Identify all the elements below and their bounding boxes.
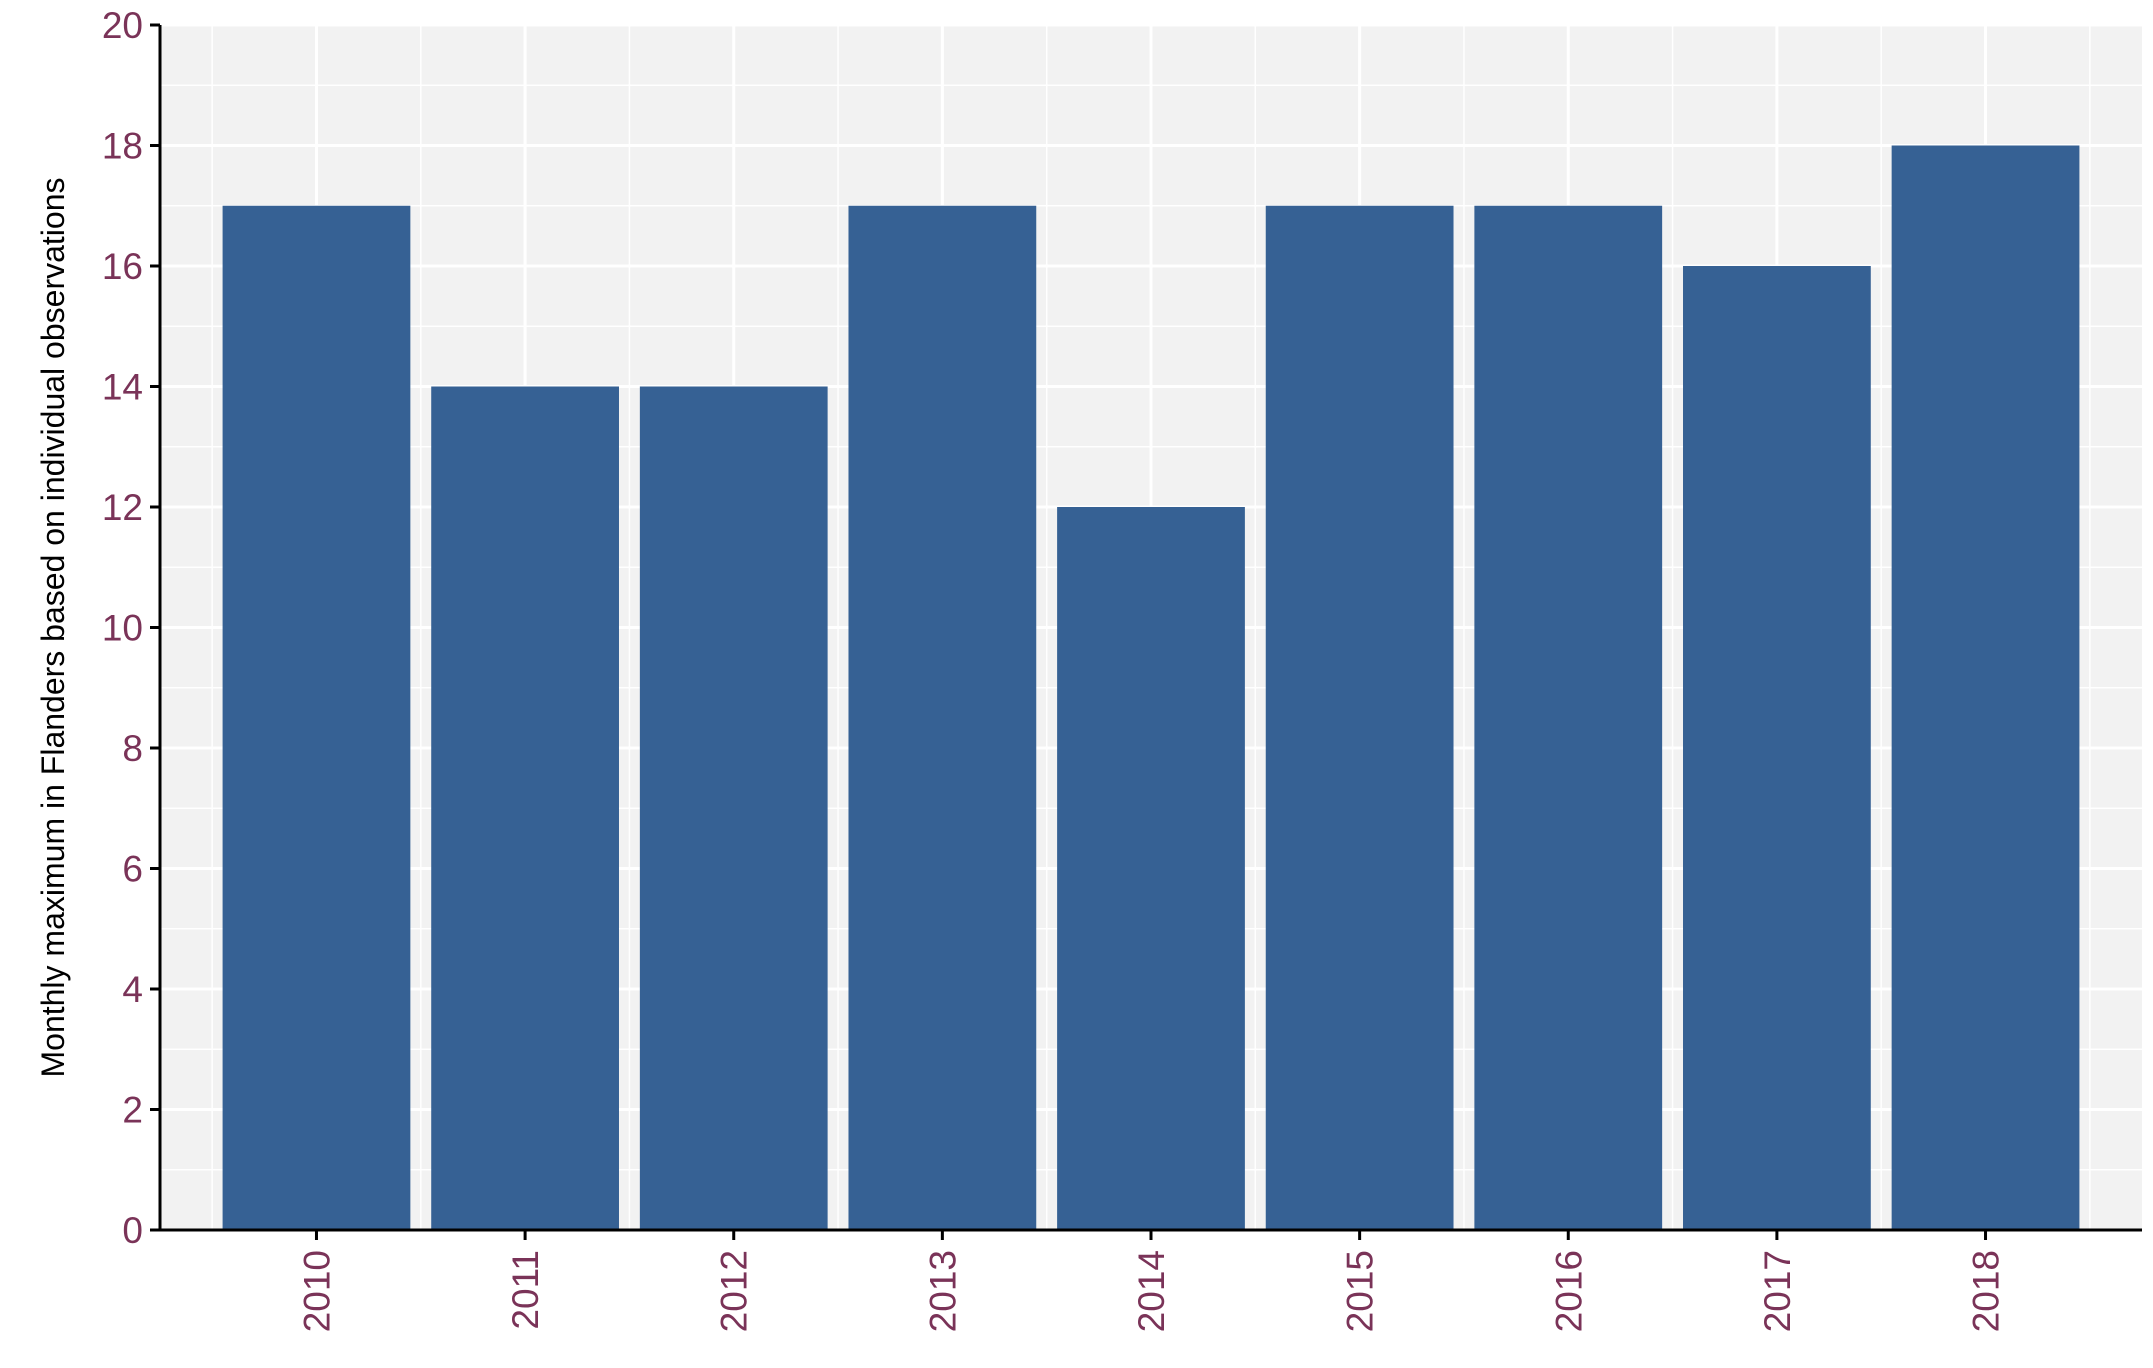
bar-2015 [1265,205,1454,1230]
y-tick-label: 14 [102,367,143,408]
bar-2013 [848,205,1037,1230]
y-tick-label: 10 [102,608,143,649]
x-tick-label: 2014 [1131,1250,1172,1332]
bars [222,145,2080,1230]
x-tick-label: 2012 [714,1250,755,1332]
x-axis-ticks: 2010 2011 2012 2013 2014 2015 2016 2017 2018 [296,1230,2007,1332]
y-tick-label: 4 [122,969,143,1010]
x-tick-label: 2011 [505,1250,546,1330]
y-axis-title: Monthly maximum in Flanders based on ind… [35,178,71,1078]
bar-2010 [222,205,411,1230]
y-tick-label: 16 [102,246,143,287]
y-tick-label: 20 [102,5,143,46]
x-tick-label: 2015 [1340,1250,1381,1332]
bar-2018 [1891,145,2080,1230]
y-tick-label: 0 [122,1210,143,1251]
y-axis-ticks: 0 2 4 6 8 10 12 14 16 18 20 [102,5,160,1251]
y-tick-label: 12 [102,487,143,528]
y-tick-label: 8 [122,728,143,769]
bar-2011 [431,386,619,1230]
y-tick-label: 6 [122,849,143,890]
x-tick-label: 2018 [1966,1250,2007,1332]
x-tick-label: 2010 [296,1250,337,1332]
bar-2016 [1474,205,1663,1230]
x-tick-label: 2017 [1757,1250,1798,1332]
bar-2017 [1683,266,1871,1230]
bar-2014 [1057,507,1245,1230]
y-tick-label: 18 [102,126,143,167]
x-tick-label: 2016 [1548,1250,1589,1332]
y-tick-label: 2 [122,1090,143,1131]
bar-2012 [639,386,828,1230]
x-tick-label: 2013 [922,1250,963,1332]
